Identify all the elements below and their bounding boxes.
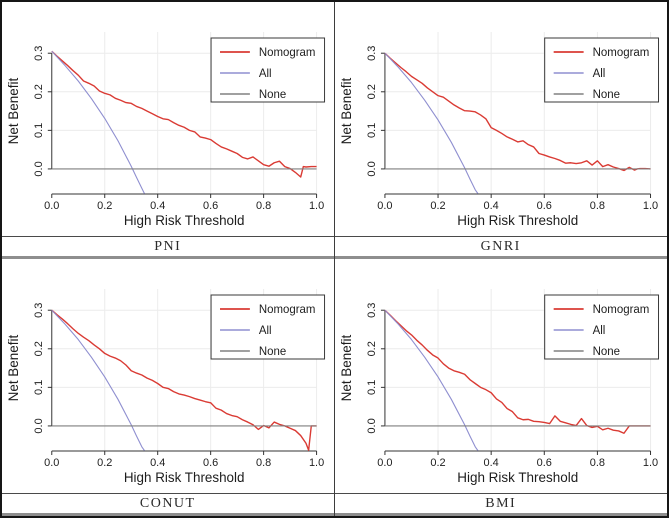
y-tick-label: 0.3 bbox=[365, 303, 377, 318]
y-axis-title: Net Benefit bbox=[338, 77, 353, 144]
legend-box: Nomogram All None bbox=[210, 37, 326, 103]
x-tick-label: 0.0 bbox=[377, 457, 392, 469]
legend-label-nomogram: Nomogram bbox=[592, 47, 649, 59]
y-axis: 0.0 0.1 0.2 0.3 bbox=[365, 46, 385, 177]
x-tick-label: 0.6 bbox=[203, 457, 218, 469]
y-tick-label: 0.2 bbox=[365, 84, 377, 99]
legend-box: Nomogram All None bbox=[543, 37, 659, 103]
panel-caption-bmi: BMI bbox=[334, 493, 667, 516]
x-tick-label: 0.8 bbox=[256, 200, 271, 212]
x-tick-label: 0.4 bbox=[150, 457, 165, 469]
y-tick-label: 0.2 bbox=[33, 341, 45, 356]
legend-label-all: All bbox=[259, 325, 272, 337]
x-tick-label: 0.8 bbox=[589, 200, 604, 212]
x-tick-label: 0.8 bbox=[256, 457, 271, 469]
y-tick-label: 0.0 bbox=[365, 418, 377, 433]
panel-caption-conut: CONUT bbox=[2, 493, 334, 516]
x-axis-title: High Risk Threshold bbox=[124, 470, 245, 485]
legend-label-none: None bbox=[259, 346, 286, 358]
panel-conut: 0.0 0.2 0.4 0.6 0.8 1.0 High Risk Threshold 0.0… bbox=[2, 259, 335, 516]
panel-caption-gnri: GNRI bbox=[334, 236, 667, 259]
x-tick-label: 0.2 bbox=[430, 457, 445, 469]
x-tick-label: 0.2 bbox=[97, 200, 112, 212]
y-tick-label: 0.0 bbox=[33, 418, 45, 433]
x-axis: 0.0 0.2 0.4 0.6 0.8 1.0 High Risk Threshold bbox=[44, 450, 324, 485]
all-line bbox=[384, 309, 478, 451]
y-axis: 0.0 0.1 0.2 0.3 bbox=[33, 303, 53, 434]
x-tick-label: 0.6 bbox=[536, 457, 551, 469]
y-tick-label: 0.3 bbox=[33, 46, 45, 61]
y-tick-label: 0.3 bbox=[33, 303, 45, 318]
y-tick-label: 0.1 bbox=[365, 123, 377, 138]
x-tick-label: 0.0 bbox=[377, 200, 392, 212]
panel-gnri: 0.0 0.2 0.4 0.6 0.8 1.0 High Risk Threshold 0.0… bbox=[334, 2, 668, 259]
x-tick-label: 1.0 bbox=[309, 200, 324, 212]
x-tick-label: 0.4 bbox=[483, 200, 498, 212]
x-axis: 0.0 0.2 0.4 0.6 0.8 1.0 High Risk Threshold bbox=[377, 193, 658, 228]
all-line bbox=[51, 309, 145, 451]
x-tick-label: 1.0 bbox=[642, 200, 657, 212]
y-tick-label: 0.2 bbox=[365, 341, 377, 356]
x-tick-label: 0.6 bbox=[536, 200, 551, 212]
panel-caption-pni: PNI bbox=[2, 236, 334, 259]
legend-label-none: None bbox=[259, 89, 286, 101]
x-axis-title: High Risk Threshold bbox=[457, 213, 578, 228]
legend-box: Nomogram All None bbox=[210, 294, 326, 360]
all-line bbox=[51, 50, 145, 194]
chart-area-conut: 0.0 0.2 0.4 0.6 0.8 1.0 High Risk Threshold 0.0… bbox=[2, 259, 334, 493]
chart-area-bmi: 0.0 0.2 0.4 0.6 0.8 1.0 High Risk Threshold 0.0… bbox=[335, 259, 668, 493]
y-axis-title: Net Benefit bbox=[6, 77, 21, 144]
legend-label-nomogram: Nomogram bbox=[259, 47, 316, 59]
x-tick-label: 1.0 bbox=[309, 457, 324, 469]
y-tick-label: 0.1 bbox=[33, 123, 45, 138]
legend-label-nomogram: Nomogram bbox=[592, 304, 649, 316]
y-tick-label: 0.2 bbox=[33, 84, 45, 99]
y-axis-title: Net Benefit bbox=[338, 334, 353, 401]
y-axis: 0.0 0.1 0.2 0.3 bbox=[365, 303, 385, 434]
y-tick-label: 0.1 bbox=[365, 380, 377, 395]
nomogram-line bbox=[51, 50, 317, 178]
legend-label-all: All bbox=[259, 68, 272, 80]
x-tick-label: 0.4 bbox=[483, 457, 498, 469]
y-tick-label: 0.1 bbox=[33, 380, 45, 395]
all-line bbox=[384, 52, 478, 194]
nomogram-line bbox=[51, 309, 317, 451]
x-axis-title: High Risk Threshold bbox=[124, 213, 245, 228]
x-tick-label: 0.2 bbox=[97, 457, 112, 469]
x-tick-label: 0.8 bbox=[589, 457, 604, 469]
x-tick-label: 0.0 bbox=[44, 457, 59, 469]
legend-label-none: None bbox=[592, 346, 619, 358]
y-tick-label: 0.0 bbox=[33, 161, 45, 176]
x-tick-label: 0.2 bbox=[430, 200, 445, 212]
x-tick-label: 0.4 bbox=[150, 200, 165, 212]
y-tick-label: 0.0 bbox=[365, 161, 377, 176]
x-axis: 0.0 0.2 0.4 0.6 0.8 1.0 High Risk Threshold bbox=[377, 450, 658, 485]
panel-pni: 0.0 0.2 0.4 0.6 0.8 1.0 High Risk Threshold 0.0… bbox=[2, 2, 335, 259]
y-tick-label: 0.3 bbox=[365, 46, 377, 61]
x-axis-title: High Risk Threshold bbox=[457, 470, 578, 485]
x-axis: 0.0 0.2 0.4 0.6 0.8 1.0 High Risk Threshold bbox=[44, 193, 324, 228]
chart-area-pni: 0.0 0.2 0.4 0.6 0.8 1.0 High Risk Threshold 0.0… bbox=[2, 2, 334, 236]
y-axis-title: Net Benefit bbox=[6, 334, 21, 401]
nomogram-line bbox=[383, 309, 651, 434]
legend-label-none: None bbox=[592, 89, 619, 101]
legend-label-all: All bbox=[592, 68, 605, 80]
x-tick-label: 0.6 bbox=[203, 200, 218, 212]
x-tick-label: 0.0 bbox=[44, 200, 59, 212]
nomogram-line bbox=[383, 52, 651, 172]
chart-area-gnri: 0.0 0.2 0.4 0.6 0.8 1.0 High Risk Threshold 0.0… bbox=[335, 2, 668, 236]
x-tick-label: 1.0 bbox=[642, 457, 657, 469]
legend-label-all: All bbox=[592, 325, 605, 337]
y-axis: 0.0 0.1 0.2 0.3 bbox=[33, 46, 53, 177]
legend-label-nomogram: Nomogram bbox=[259, 304, 316, 316]
panel-bmi: 0.0 0.2 0.4 0.6 0.8 1.0 High Risk Threshold 0.0… bbox=[334, 259, 668, 516]
legend-box: Nomogram All None bbox=[543, 294, 659, 360]
